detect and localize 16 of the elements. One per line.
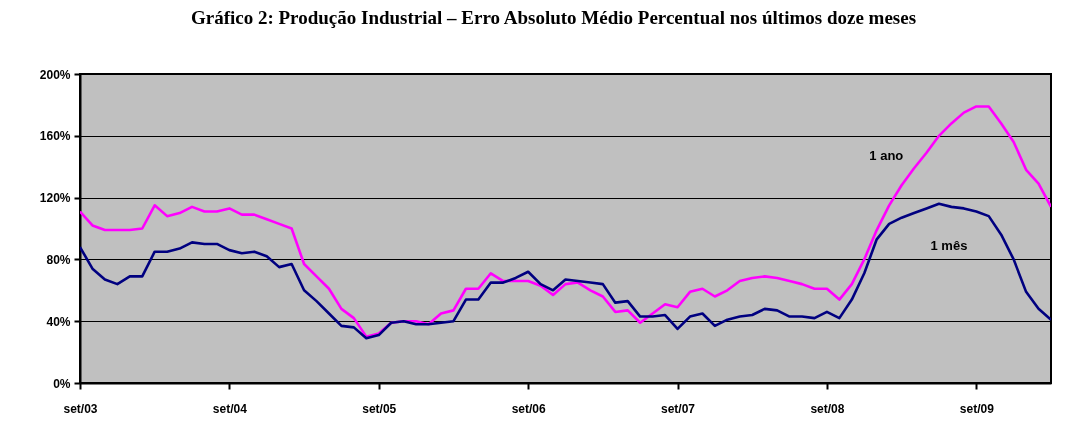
x-tick-label: set/07 — [661, 401, 696, 416]
y-tick-label: 200% — [39, 67, 71, 82]
y-tick-label: 0% — [53, 376, 71, 391]
chart-title: Gráfico 2: Produção Industrial – Erro Absoluto Médio Percentual nos últimos doze meses — [190, 7, 917, 28]
y-tick-label: 80% — [46, 252, 71, 267]
x-tick-label: set/09 — [959, 401, 995, 416]
x-tick-label: set/03 — [63, 401, 98, 416]
x-tick-label: set/04 — [212, 401, 248, 416]
y-tick-label: 40% — [46, 314, 71, 329]
x-tick-label: set/05 — [362, 401, 397, 416]
text: 1 mês — [930, 237, 968, 253]
y-tick-label: 160% — [39, 129, 71, 144]
series-label: 1 ano — [869, 148, 904, 164]
y-tick-label: 120% — [39, 191, 71, 206]
x-tick-label: set/08 — [810, 401, 845, 416]
x-tick-label: set/06 — [511, 401, 546, 416]
